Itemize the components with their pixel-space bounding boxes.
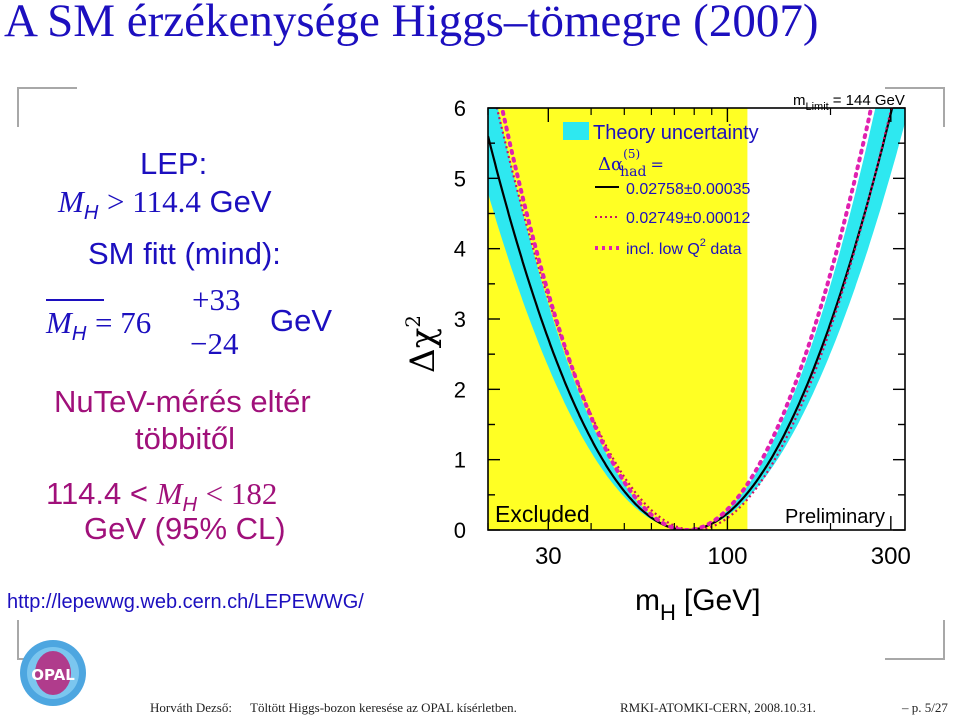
lep-label: LEP: bbox=[140, 146, 208, 181]
x-axis-label-sub: H bbox=[660, 600, 676, 625]
footer: Horváth Dezső: Töltött Higgs-bozon keres… bbox=[0, 696, 960, 715]
legend-alpha-eq: = bbox=[650, 155, 663, 174]
smfit-plus: +33 bbox=[192, 282, 241, 317]
footer-page: – p. 5/27 bbox=[902, 700, 948, 715]
range-var: M bbox=[156, 476, 183, 511]
frame-corner bbox=[943, 87, 945, 127]
nutev-line2: többitől bbox=[135, 421, 235, 456]
legend-band-swatch bbox=[563, 122, 589, 140]
smfit-result: MH = 76 bbox=[46, 299, 152, 346]
frame-corner bbox=[17, 620, 19, 660]
excluded-label: Excluded bbox=[495, 501, 590, 527]
page-title: A SM érzékenysége Higgs–tömegre (2007) bbox=[4, 0, 819, 47]
series-line-3 bbox=[499, 108, 874, 530]
theory-band bbox=[488, 108, 905, 530]
smfit-unit: GeV bbox=[270, 303, 333, 338]
mass-range: 114.4 < MH < 182 bbox=[46, 476, 277, 517]
legend-entry-1: 0.02758±0.00035 bbox=[626, 181, 751, 198]
legend-theory-label: Theory uncertainty bbox=[593, 122, 759, 144]
legend-entry-3: incl. low Q2 data bbox=[626, 237, 742, 258]
legend-alpha-sub: had bbox=[620, 164, 646, 180]
x-tick-label: 300 bbox=[871, 543, 911, 570]
footer-talk: Töltött Higgs-bozon keresése az OPAL kís… bbox=[250, 700, 517, 715]
legend-alpha: Δα(5) had = bbox=[598, 147, 664, 180]
frame-corner bbox=[943, 620, 945, 660]
y-tick-label: 5 bbox=[454, 166, 466, 191]
y-tick-label: 0 bbox=[454, 518, 466, 543]
smfit-minus: −24 bbox=[190, 326, 239, 361]
legend-entry-3-sup: 2 bbox=[700, 237, 706, 249]
legend: Theory uncertainty Δα(5) had = 0.02758±0.0… bbox=[563, 122, 759, 258]
mlimit-sub: Limit bbox=[806, 101, 829, 113]
footer-author: Horváth Dezső: bbox=[150, 700, 232, 715]
overline bbox=[46, 299, 104, 301]
x-axis-label-main: m bbox=[635, 584, 660, 617]
y-axis-label-sup: 2 bbox=[401, 315, 425, 328]
y-tick-label: 2 bbox=[454, 377, 466, 402]
x-axis-label-unit: [GeV] bbox=[684, 584, 761, 617]
y-axis-label: Δχ2 bbox=[401, 315, 443, 373]
y-tick-labels: 0 1 2 3 4 5 6 bbox=[454, 96, 466, 543]
mlimit-main: m bbox=[793, 92, 806, 109]
y-tick-label: 6 bbox=[454, 96, 466, 121]
mlimit-value: = 144 GeV bbox=[833, 92, 905, 109]
lep-limit-unit: GeV bbox=[209, 184, 272, 219]
y-tick-label: 1 bbox=[454, 448, 466, 473]
smfit-sub: H bbox=[71, 323, 87, 346]
x-tick-label: 100 bbox=[707, 543, 747, 570]
mlimit-label: mLimit = 144 GeV bbox=[793, 92, 905, 113]
preliminary-label: Preliminary bbox=[785, 506, 885, 528]
frame-corner bbox=[885, 658, 945, 660]
lep-limit-var: M bbox=[58, 184, 84, 219]
source-link[interactable]: http://lepewwg.web.cern.ch/LEPEWWG/ bbox=[7, 591, 364, 613]
opal-logo-icon: OPAL bbox=[20, 640, 86, 706]
legend-entry-3-suffix: data bbox=[706, 241, 742, 258]
legend-entry-3-main: incl. low Q bbox=[626, 241, 700, 258]
smfit-var: M bbox=[46, 305, 72, 340]
logo-text: OPAL bbox=[31, 666, 75, 684]
nutev-line1: NuTeV-mérés eltér bbox=[54, 384, 311, 419]
legend-alpha-main: Δα bbox=[598, 154, 623, 175]
frame-corner bbox=[17, 87, 19, 127]
y-axis-label-main: Δχ bbox=[403, 328, 443, 373]
frame-corner bbox=[17, 87, 77, 89]
lep-limit: MH > 114.4 GeV bbox=[58, 184, 272, 225]
legend-alpha-sup: (5) bbox=[623, 147, 640, 161]
range-unit: GeV (95% CL) bbox=[84, 511, 286, 546]
range-sub: H bbox=[182, 494, 197, 517]
smfit-eq: = 76 bbox=[95, 305, 152, 340]
legend-entry-2: 0.02749±0.00012 bbox=[626, 210, 751, 227]
x-tick-labels: 30 100 300 bbox=[535, 543, 911, 570]
range-lo: 114.4 < bbox=[46, 476, 148, 511]
x-tick-label: 30 bbox=[535, 543, 562, 570]
frame-corner bbox=[885, 87, 945, 89]
footer-venue: RMKI-ATOMKI-CERN, 2008.10.31. bbox=[620, 700, 816, 715]
lep-limit-rel: > 114.4 bbox=[107, 184, 201, 219]
y-tick-label: 3 bbox=[454, 307, 466, 332]
lep-limit-sub: H bbox=[83, 202, 99, 225]
y-tick-label: 4 bbox=[454, 237, 466, 262]
x-axis-label: mH [GeV] bbox=[635, 584, 761, 625]
range-hi: < 182 bbox=[205, 476, 278, 511]
smfit-label: SM fitt (mind): bbox=[88, 236, 281, 271]
axis-ticks bbox=[487, 107, 905, 531]
